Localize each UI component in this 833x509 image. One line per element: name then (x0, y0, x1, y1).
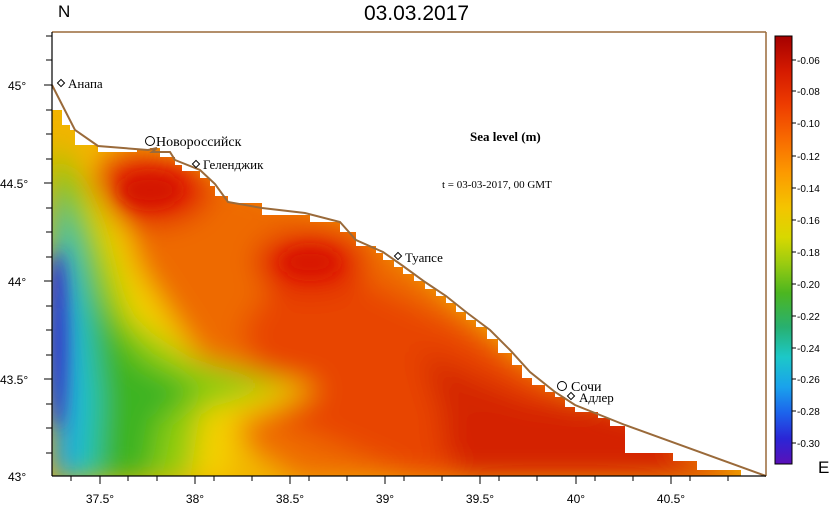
colorbar-label: -0.22 (797, 312, 820, 323)
colorbar-label: -0.14 (797, 184, 820, 195)
x-tick-label: 39.5° (466, 492, 494, 506)
diamond-marker-icon (566, 391, 576, 401)
city-gelendzhik: Геленджик (191, 157, 264, 172)
east-label: E (818, 458, 830, 477)
colorbar-label: -0.28 (797, 407, 820, 418)
circle-marker-icon (145, 136, 155, 146)
colorbar-ticks (792, 59, 796, 444)
diamond-marker-icon (56, 78, 66, 88)
x-tick-label: 40° (567, 492, 585, 506)
y-minor-ticks (44, 35, 52, 454)
diamond-marker-icon (393, 251, 403, 261)
colorbar-label: -0.06 (797, 56, 820, 67)
colorbar-label: -0.30 (797, 439, 820, 450)
y-tick-label: 43.5° (0, 373, 28, 387)
annotation-time: t = 03-03-2017, 00 GMT (442, 179, 552, 191)
north-label: N (58, 2, 71, 21)
city-label: Сочи (571, 380, 602, 395)
x-tick-label: 39° (376, 492, 394, 506)
map-title: 03.03.2017 (363, 2, 470, 25)
city-label: Новороссийск (156, 135, 242, 150)
colorbar-label: -0.26 (797, 375, 820, 386)
y-tick-label: 44.5° (0, 177, 28, 191)
annotation-heading: Sea level (m) (470, 129, 541, 144)
city-label: Геленджик (203, 157, 264, 172)
colorbar-label: -0.08 (797, 87, 820, 98)
sea-level-field (52, 110, 741, 476)
y-tick-label: 43° (8, 470, 26, 484)
city-label: Анапа (68, 76, 103, 91)
colorbar-label: -0.20 (797, 280, 820, 291)
colorbar-label: -0.24 (797, 344, 820, 355)
city-sochi: Сочи (557, 380, 602, 395)
colorbar (774, 35, 793, 465)
x-tick-label: 38° (186, 492, 204, 506)
x-ticks (70, 476, 729, 484)
colorbar-label: -0.10 (797, 119, 820, 130)
circle-marker-icon (557, 381, 567, 391)
city-adler: Адлер (566, 390, 614, 405)
city-label: Адлер (579, 390, 614, 405)
colorbar-label: -0.12 (797, 152, 820, 163)
coastline (51, 84, 767, 477)
city-tuapse: Туапсе (393, 250, 443, 265)
y-tick-label: 45° (8, 79, 26, 93)
city-anapa: Анапа (56, 76, 103, 91)
city-label: Туапсе (405, 250, 443, 265)
x-tick-label: 38.5° (276, 492, 304, 506)
colorbar-label: -0.18 (797, 248, 820, 259)
colorbar-label: -0.16 (797, 216, 820, 227)
y-tick-label: 44° (8, 275, 26, 289)
x-tick-label: 40.5° (657, 492, 685, 506)
city-novorossiysk: Новороссийск (145, 135, 242, 150)
x-tick-label: 37.5° (86, 492, 114, 506)
diamond-marker-icon (191, 159, 201, 169)
